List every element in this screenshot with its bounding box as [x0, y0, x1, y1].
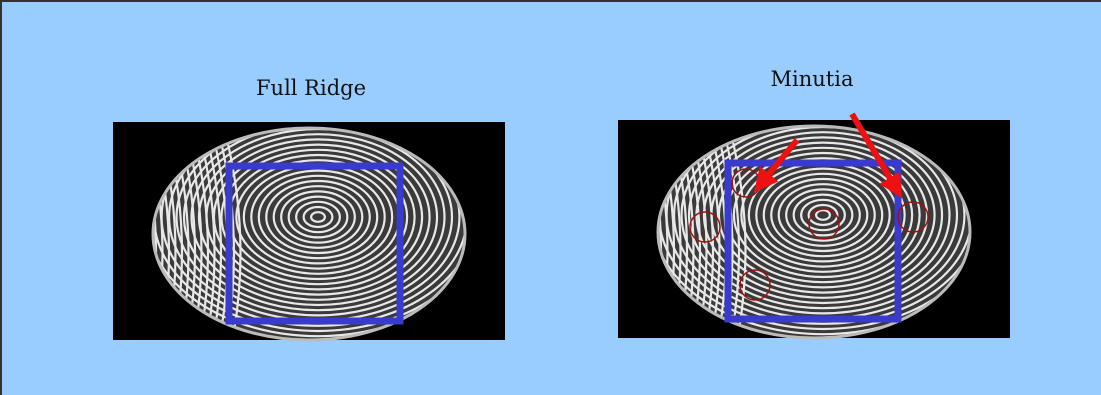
panel-label: Minutia — [771, 67, 854, 91]
page: Full Ridge Minutia (() => { const data =… — [0, 0, 1101, 395]
panel-label: Full Ridge — [256, 76, 366, 100]
diagram: Full Ridge Minutia — [0, 0, 1101, 395]
